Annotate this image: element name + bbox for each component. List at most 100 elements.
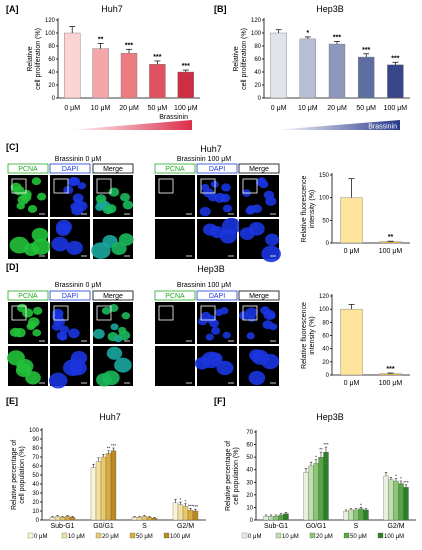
group-label-c-right: Brassinin 100 μM: [177, 156, 231, 163]
micrograph-pcna-overview: [155, 302, 195, 344]
y-axis-label: Relativecell proliferation (%): [27, 28, 42, 90]
y-tick-label: 80: [322, 320, 329, 326]
micrograph-dapi-overview: [50, 302, 90, 344]
x-tick-label: 100 μM: [174, 105, 198, 112]
legend-swatch: [241, 532, 248, 539]
y-tick-label: 120: [45, 18, 56, 24]
micrograph-dapi-zoom: [197, 217, 242, 259]
chart-f: 0 10 20 30 40 50 60 70 Relative percentage ofcel…: [225, 430, 416, 540]
legend-swatch: [61, 532, 68, 539]
panel-title-c: Huh7: [200, 144, 222, 154]
significance-mark: ***: [153, 54, 161, 61]
legend-label: 100 μM: [384, 534, 404, 540]
bar: [323, 451, 329, 521]
micrograph-dapi-overview: [197, 302, 237, 344]
y-tick-label: 40: [48, 70, 55, 76]
bar: [270, 32, 287, 99]
x-tick-label: G0/G1: [306, 523, 327, 530]
bar: [393, 480, 399, 521]
legend-swatch: [377, 532, 384, 539]
micrograph-dapi-zoom: [194, 346, 237, 386]
legend-swatch: [27, 532, 34, 539]
y-tick-label: 20: [246, 493, 253, 499]
x-tick-label: 50 μM: [148, 105, 168, 112]
y-tick-label: 20: [322, 360, 329, 366]
bar: [303, 472, 309, 521]
bar: [379, 373, 402, 376]
bar: [100, 456, 107, 521]
y-tick-label: 20: [48, 83, 55, 89]
panel-label-c: [C]: [6, 142, 19, 152]
micrograph-pcna-overview: [155, 175, 195, 217]
significance-mark: *: [395, 474, 397, 479]
y-tick-label: 10: [246, 505, 253, 511]
bar: [110, 450, 117, 521]
svg-text:Merge: Merge: [103, 293, 123, 300]
bar: [328, 43, 346, 99]
y-tick-label: 100: [29, 428, 40, 434]
bar: [348, 509, 354, 521]
x-tick-label: 0 μM: [64, 105, 80, 112]
x-tick-label: 100 μM: [384, 105, 408, 112]
brassinin-label-b: Brassinin: [368, 124, 397, 131]
y-axis-label: Relative fluorescenceintensity (%): [301, 302, 316, 369]
micrograph-dapi-overview: [50, 175, 90, 217]
bar: [387, 64, 404, 99]
bar: [278, 514, 284, 521]
micrograph-pcna-zoom: [7, 346, 48, 386]
significance-mark: ***: [333, 34, 341, 41]
panel-label-b: [B]: [214, 4, 227, 14]
y-tick-label: 40: [322, 347, 329, 353]
x-tick-label: 0 μM: [344, 248, 360, 255]
channel-label-merge: Merge: [92, 290, 134, 301]
micrograph-dapi-zoom: [48, 346, 90, 389]
significance-mark: ***: [362, 47, 370, 54]
panel-title-d: Hep3B: [197, 264, 225, 274]
significance-mark: **: [388, 234, 394, 241]
bar: [263, 516, 269, 521]
brassinin-gradient-b: [274, 120, 400, 130]
bar: [340, 308, 363, 376]
significance-mark: ***: [323, 442, 329, 447]
legend-label: 10 μM: [282, 534, 299, 540]
svg-text:Merge: Merge: [249, 166, 269, 173]
micrograph-pcna-zoom: [8, 219, 51, 259]
bar: [120, 52, 138, 99]
bar: [358, 56, 375, 99]
group-label-d-right: Brassinin 100 μM: [177, 282, 231, 289]
y-tick-label: 100: [319, 307, 330, 313]
bar: [340, 197, 363, 244]
bar: [268, 516, 274, 521]
x-tick-label: 10 μM: [298, 105, 318, 112]
significance-mark: *: [180, 497, 182, 502]
svg-text:PCNA: PCNA: [165, 293, 185, 300]
bar: [363, 509, 369, 521]
bar: [187, 509, 194, 521]
y-tick-label: 0: [326, 241, 330, 247]
bar: [136, 517, 143, 521]
legend-label: 0 μM: [34, 534, 47, 540]
micrograph-grid-d: PCNA DAPI Merge PCNA DAPI Merge: [7, 290, 280, 389]
y-tick-label: 70: [32, 455, 39, 461]
y-tick-label: 100: [45, 31, 56, 37]
y-tick-label: 0: [36, 518, 40, 524]
bar: [358, 508, 364, 521]
y-tick-label: 100: [251, 31, 262, 37]
significance-mark: ***: [182, 63, 190, 70]
y-tick-label: 0: [52, 96, 56, 102]
bar: [273, 516, 279, 521]
svg-text:DAPI: DAPI: [209, 293, 225, 300]
y-tick-label: 20: [32, 500, 39, 506]
panel-label-e: [E]: [6, 396, 18, 406]
micrograph-merge-zoom: [93, 346, 133, 387]
bar: [182, 506, 189, 521]
significance-mark: *: [185, 499, 187, 504]
panel-title-e: Huh7: [99, 412, 121, 422]
legend-label: 20 μM: [316, 534, 333, 540]
x-tick-label: G0/G1: [93, 523, 114, 530]
brassinin-label-a: Brassinin: [159, 114, 188, 121]
x-tick-label: 20 μM: [327, 105, 347, 112]
